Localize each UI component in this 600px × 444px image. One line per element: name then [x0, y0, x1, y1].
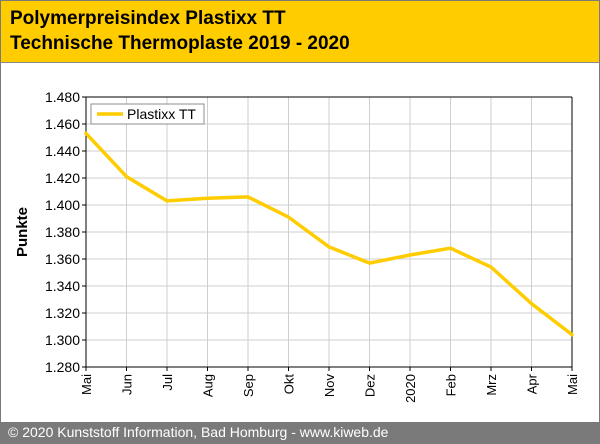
x-tick-label: Aug — [201, 374, 216, 397]
data-point — [287, 215, 290, 219]
x-tick-label: Mai — [565, 374, 580, 395]
y-axis-label: Punkte — [14, 207, 31, 257]
y-tick-label: 1.440 — [45, 143, 80, 159]
x-tick-label: Okt — [282, 374, 297, 395]
y-tick-label: 1.360 — [45, 251, 80, 267]
data-point — [530, 302, 533, 306]
data-point — [125, 175, 128, 179]
x-tick-label: Jul — [160, 374, 175, 391]
data-point — [165, 199, 169, 203]
x-tick-label: Jun — [120, 374, 135, 395]
footer-bar: © 2020 Kunststoff Information, Bad Hombu… — [1, 422, 599, 443]
x-tick-label: Mrz — [484, 374, 499, 396]
y-tick-label: 1.480 — [45, 89, 80, 105]
x-tick-label: Apr — [525, 373, 540, 394]
data-point — [327, 245, 331, 249]
x-tick-label: 2020 — [403, 374, 418, 403]
data-point — [408, 253, 412, 257]
y-tick-label: 1.380 — [45, 224, 80, 240]
y-tick-label: 1.460 — [45, 116, 80, 132]
data-point — [206, 196, 209, 200]
chart-title: Polymerpreisindex Plastixx TT — [10, 8, 286, 29]
line-chart: 1.280 1.300 1.320 1.340 1.360 1.380 1.400 1.420… — [14, 89, 580, 403]
data-point — [570, 333, 574, 337]
data-point — [246, 195, 250, 199]
y-tick-label: 1.340 — [45, 278, 80, 294]
x-tick-label: Mai — [79, 374, 94, 395]
x-tick-label: Sep — [241, 374, 256, 397]
data-point — [84, 131, 88, 135]
data-point — [368, 261, 371, 265]
data-point — [489, 265, 493, 269]
x-tick-label: Dez — [363, 374, 378, 397]
x-tick-label: Nov — [322, 374, 337, 398]
data-point — [449, 246, 452, 250]
y-tick-label: 1.300 — [45, 332, 80, 348]
chart-subtitle: Technische Thermoplaste 2019 - 2020 — [10, 33, 350, 54]
legend-label: Plastixx TT — [127, 106, 196, 122]
y-tick-label: 1.420 — [45, 170, 80, 186]
copyright-text: © 2020 Kunststoff Information, Bad Hombu… — [8, 424, 389, 440]
y-tick-label: 1.400 — [45, 197, 80, 213]
legend-box — [90, 103, 205, 125]
y-tick-label: 1.320 — [45, 305, 80, 321]
y-tick-label: 1.280 — [45, 359, 80, 375]
x-tick-label: Feb — [444, 374, 459, 396]
title-banner: Polymerpreisindex Plastixx TT Technische… — [1, 1, 599, 63]
